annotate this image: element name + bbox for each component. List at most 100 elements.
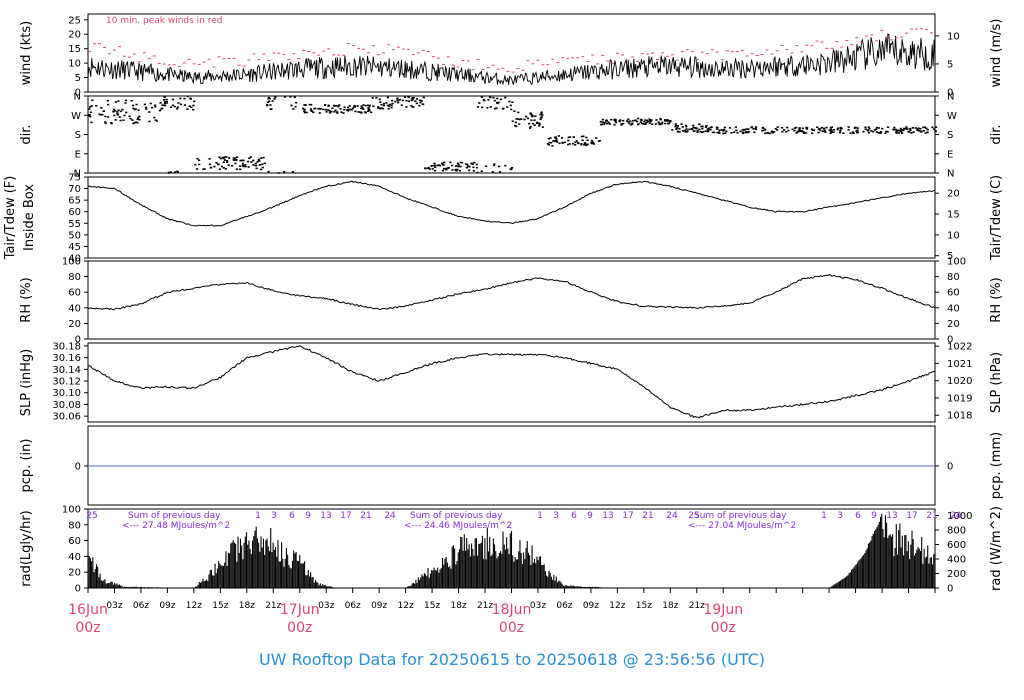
left-tick-label: 20 [68, 319, 81, 330]
hour-mark-label: 17 [622, 511, 633, 521]
left-tick-label: 20 [68, 568, 81, 579]
hour-mark-label: 3 [837, 511, 843, 521]
left-tick-label: 10 [68, 59, 81, 70]
left-tick-label: 15 [68, 44, 81, 55]
x-tick-label: 18z [450, 601, 466, 611]
right-tick-label: 400 [947, 555, 966, 566]
right-axis-title: SLP (hPa) [989, 352, 1004, 413]
left-tick-label: 80 [68, 272, 81, 283]
x-tick-label: 12z [609, 601, 625, 611]
hour-mark-label: 3 [553, 511, 559, 521]
right-tick-label: 5 [947, 59, 953, 70]
right-tick-label: 80 [947, 272, 960, 283]
hour-mark-label: 24 [384, 511, 396, 521]
right-tick-label: E [947, 149, 953, 160]
left-tick-label: 30.06 [52, 412, 81, 423]
left-axis-title: rad(Lgly/hr) [19, 510, 34, 586]
left-axis-title: dir. [19, 124, 34, 144]
peak-wind-note: 10 min. peak winds in red [106, 16, 223, 26]
panel-wind: 0 5 10 15 20 25 0 5 10 wind (kts) wind (m/s) 10 min… [19, 13, 1004, 99]
hour-mark-label: 9 [587, 511, 593, 521]
left-tick-label: 25 [68, 15, 81, 26]
right-axis-title: Tair/Tdew (C) [989, 175, 1004, 261]
day-label-hour: 00z [287, 620, 312, 636]
x-tick-label: 09z [159, 601, 175, 611]
left-axis-title: RH (%) [19, 277, 34, 322]
hour-mark-label: 13 [886, 511, 897, 521]
panel-frame-temp [87, 176, 936, 259]
right-tick-label: 0 [947, 88, 953, 99]
left-tick-label: 30.10 [52, 388, 81, 399]
hour-mark-label: 13 [602, 511, 613, 521]
left-tick-label: 20 [68, 30, 81, 41]
hour-mark-label: 6 [571, 511, 577, 521]
right-axis-title: wind (m/s) [989, 19, 1004, 88]
left-tick-label: 30.08 [52, 400, 81, 411]
day-summary-value: <--- 27.48 MJoules/m^2 [122, 521, 230, 531]
right-axis-title: rad (W/m^2) [989, 506, 1004, 591]
right-tick-label: 1019 [947, 393, 972, 404]
left-tick-label: 80 [68, 520, 81, 531]
left-tick-label: 30.18 [52, 341, 81, 352]
x-axis: 03z 06z 09z 12z 15z 18z 21z 03z 06z 09z 12z 15z 18z 2… [68, 588, 936, 636]
right-tick-label: 20 [947, 319, 960, 330]
hour-mark-label: 24 [950, 511, 962, 521]
x-tick-label: 15z [424, 601, 440, 611]
left-tick-label: N [74, 92, 81, 103]
left-tick-label: 45 [68, 242, 81, 253]
left-axis-title: SLP (inHg) [19, 349, 34, 417]
left-tick-label: 40 [68, 254, 81, 265]
day-label-date: 17Jun [280, 602, 320, 618]
panel-rh: 0 20 40 60 80 100 0 20 40 60 80 100 RH (%) RH (%) [19, 257, 1004, 346]
x-tick-label: 03z [106, 601, 122, 611]
panel-frame-dir [87, 95, 936, 174]
left-tick-label: 5 [75, 73, 81, 84]
x-tick-label: 12z [398, 601, 414, 611]
left-tick-label: 50 [68, 230, 81, 241]
left-tick-label: 0 [75, 462, 81, 473]
day-label-date: 19Jun [703, 602, 743, 618]
right-tick-label: 800 [947, 526, 966, 537]
hour-mark-label: 3 [271, 511, 277, 521]
hour-mark-label: 1 [537, 511, 543, 521]
right-tick-label: 1018 [947, 411, 972, 422]
panel-rad: 02040608010002004006008001000rad(Lgly/hr… [19, 505, 1004, 595]
right-tick-label: 200 [947, 569, 966, 580]
hour-mark-label: 13 [320, 511, 331, 521]
hour-mark-label: 21 [642, 511, 653, 521]
day-label-date: 18Jun [492, 602, 532, 618]
hour-mark-label: 6 [855, 511, 861, 521]
day-summary-title: Sum of previous day [694, 511, 787, 521]
hour-mark-label: 17 [906, 511, 917, 521]
left-tick-label: 40 [68, 552, 81, 563]
left-axis-title: Tair/Tdew (F) [3, 176, 18, 261]
left-tick-label: 70 [68, 184, 81, 195]
day-label-hour: 00z [711, 620, 736, 636]
footer-title: UW Rooftop Data for 20250615 to 20250618… [259, 650, 765, 669]
day-label-hour: 00z [499, 620, 524, 636]
hour-mark-label: 25 [86, 511, 97, 521]
hour-mark-label: 1 [255, 511, 261, 521]
x-tick-label: 18z [662, 601, 678, 611]
left-tick-label: 55 [68, 219, 81, 230]
right-axis-title: pcp. (mm) [989, 432, 1004, 499]
left-tick-label: 40 [68, 303, 81, 314]
left-axis-subtitle: Inside Box [22, 184, 37, 251]
left-tick-label: 60 [68, 536, 81, 547]
left-tick-label: 75 [68, 173, 81, 184]
left-tick-label: 0 [75, 584, 81, 595]
right-tick-label: 0 [947, 335, 953, 346]
right-axis-title: RH (%) [989, 277, 1004, 322]
x-tick-label: 09z [371, 601, 387, 611]
left-axis-title: wind (kts) [19, 21, 34, 85]
left-tick-label: 30.14 [52, 365, 81, 376]
x-tick-label: 18z [239, 601, 255, 611]
left-tick-label: 60 [68, 288, 81, 299]
x-tick-label: 15z [212, 601, 228, 611]
x-tick-label: 21z [689, 601, 705, 611]
right-tick-label: 1022 [947, 342, 972, 353]
hour-mark-label: 21 [926, 511, 937, 521]
right-tick-label: 1020 [947, 376, 972, 387]
